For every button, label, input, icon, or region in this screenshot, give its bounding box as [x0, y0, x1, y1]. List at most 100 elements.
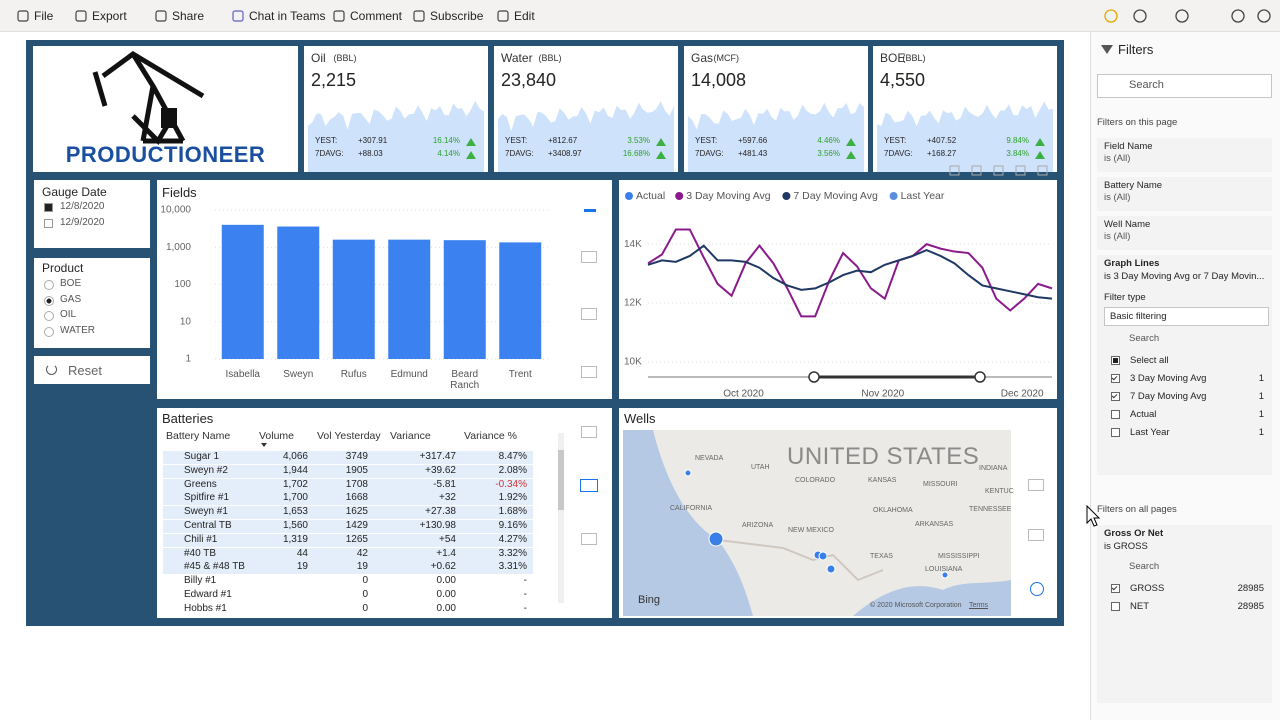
filter-name[interactable]: Well Name [1104, 219, 1151, 230]
dropdown[interactable] [1104, 307, 1269, 326]
visual-icon-active[interactable] [580, 479, 598, 492]
scrollbar-thumb[interactable] [558, 450, 564, 510]
slicer-option[interactable]: OIL [60, 309, 77, 320]
state-label: LOUISIANA [925, 566, 963, 573]
filter-option[interactable]: Actual [1130, 409, 1157, 420]
slicer-option[interactable]: BOE [60, 278, 82, 289]
filter-count: 1 [1258, 373, 1264, 384]
column-header[interactable]: Vol Yesterday [317, 430, 381, 442]
toolbar-button[interactable]: Edit [514, 9, 535, 23]
filter-option[interactable]: 3 Day Moving Avg [1130, 373, 1207, 384]
visual-icon[interactable] [581, 366, 597, 378]
toolbar-button[interactable]: Subscribe [430, 9, 484, 23]
filter-card[interactable] [1097, 138, 1272, 172]
table-cell: 1429 [345, 520, 368, 531]
visual-icon[interactable] [581, 533, 597, 545]
toolbar-button[interactable]: Export [92, 9, 127, 23]
reset-button[interactable]: Reset [34, 356, 150, 384]
slicer-option[interactable]: 12/8/2020 [60, 201, 105, 212]
filter-option[interactable]: 7 Day Moving Avg [1130, 391, 1207, 402]
search-text[interactable]: Search [1129, 79, 1164, 91]
filter-state[interactable]: is (All) [1104, 231, 1131, 242]
search-text[interactable]: Search [1129, 333, 1160, 344]
toolbar-button[interactable]: Chat in Teams [249, 9, 326, 23]
kpi-delta: +88.03 [358, 149, 383, 158]
filter-name[interactable]: Gross Or Net [1104, 528, 1164, 539]
filter-card[interactable] [1097, 177, 1272, 211]
table-cell: +39.62 [425, 464, 456, 476]
table-cell: 1,702 [282, 478, 308, 490]
filter-card[interactable] [1097, 255, 1272, 475]
section-heading: Filters on this page [1097, 117, 1178, 128]
visual-icon-active[interactable] [584, 198, 596, 212]
radio[interactable] [44, 280, 54, 290]
search-box[interactable] [1097, 74, 1272, 98]
column-header[interactable]: Battery Name [166, 430, 231, 442]
filter-card[interactable] [1097, 525, 1272, 703]
search-text[interactable]: Search [1129, 561, 1160, 572]
toolbar-button[interactable]: Comment [350, 9, 403, 23]
legend-label: 7 Day Moving Avg [793, 190, 878, 202]
filter-state[interactable]: is 3 Day Moving Avg or 7 Day Movin... [1104, 271, 1265, 282]
toolbar-button[interactable]: Share [172, 9, 205, 23]
toolbar-icon [1133, 9, 1147, 23]
visual-icon[interactable] [581, 426, 597, 438]
checkbox[interactable] [1111, 584, 1120, 593]
filter-name[interactable]: Battery Name [1104, 180, 1163, 191]
column-header[interactable]: Volume [259, 430, 295, 442]
visual-icon-active[interactable] [1030, 582, 1044, 596]
filter-state[interactable]: is GROSS [1104, 541, 1148, 552]
checkbox[interactable] [1111, 374, 1120, 383]
filter-option[interactable]: Last Year [1130, 427, 1170, 438]
radio[interactable] [44, 295, 54, 306]
radio[interactable] [44, 311, 54, 321]
row-highlight [163, 464, 533, 478]
checkbox[interactable] [1111, 392, 1120, 401]
reset-label[interactable]: Reset [68, 363, 102, 378]
dropdown-text[interactable]: Basic filtering [1110, 311, 1167, 322]
visual-icon[interactable] [1028, 479, 1044, 491]
column-header[interactable]: Variance % [464, 430, 517, 442]
slicer-option[interactable]: GAS [60, 293, 82, 305]
filter-option[interactable]: GROSS [1130, 583, 1165, 594]
filter-state[interactable]: is (All) [1104, 153, 1131, 164]
sort-arrow[interactable] [261, 443, 267, 447]
checkbox[interactable] [1111, 428, 1120, 437]
kpi-label: 7DAVG: [505, 149, 534, 158]
table-cell: +130.98 [419, 520, 456, 531]
filter-option[interactable]: Select all [1130, 355, 1169, 366]
toolbar-button[interactable]: File [34, 9, 54, 23]
terms-link[interactable]: Terms [969, 602, 989, 609]
table-cell: +1.4 [436, 547, 456, 559]
slicer-option[interactable]: WATER [60, 324, 95, 336]
table-cell: - [523, 602, 527, 614]
toolbar-icon [413, 10, 425, 22]
radio[interactable] [44, 326, 54, 337]
filter-name[interactable]: Graph Lines [1104, 258, 1160, 269]
filter-name[interactable]: Field Name [1104, 141, 1153, 152]
table-cell: #40 TB [184, 547, 217, 559]
filter-state[interactable]: is (All) [1104, 192, 1131, 203]
kpi-card: BOE (BBL) 4,550 YEST: +407.52 9.84% 7DAVG: +168… [873, 46, 1057, 172]
legend-label: Actual [636, 190, 665, 202]
kpi-pct: 16.14% [432, 136, 460, 145]
visual-icon[interactable] [1028, 529, 1044, 541]
visual-icon[interactable] [581, 308, 597, 320]
checkbox[interactable] [1111, 602, 1120, 611]
checkbox[interactable] [44, 219, 53, 228]
scrollbar[interactable] [558, 433, 564, 603]
checkbox[interactable] [44, 203, 53, 212]
table-cell: Central TB [184, 520, 232, 531]
state-label: ARKANSAS [915, 521, 954, 528]
column-header[interactable]: Variance [390, 430, 431, 442]
checkbox[interactable] [1111, 410, 1120, 419]
pumpjack [92, 51, 205, 146]
table-cell: Billy #1 [184, 575, 217, 587]
filter-option[interactable]: NET [1130, 601, 1149, 612]
table-cell: 0.00 [436, 602, 456, 614]
table-title: Batteries [162, 411, 214, 426]
checkbox[interactable] [1111, 356, 1120, 365]
visual-icon[interactable] [581, 251, 597, 263]
slicer-option[interactable]: 12/9/2020 [60, 217, 105, 228]
filter-card[interactable] [1097, 216, 1272, 250]
